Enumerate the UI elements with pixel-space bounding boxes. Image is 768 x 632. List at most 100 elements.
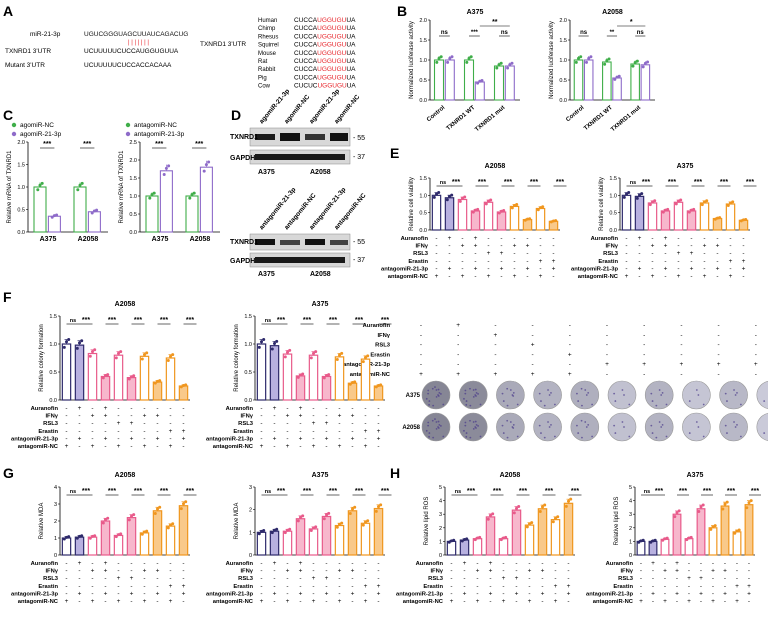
panel-d: agomiR-21-3pagomiR-NCagomiR-21-3pagomiR-… <box>230 88 368 278</box>
treatment-sign: - <box>117 428 119 435</box>
treatment-sign: - <box>643 342 645 349</box>
colony-dot <box>763 432 766 434</box>
treatment-sign: + <box>528 568 532 575</box>
treatment-sign: - <box>664 258 666 265</box>
data-point <box>145 529 149 533</box>
treatment-sign: - <box>117 413 119 420</box>
treatment-sign: + <box>104 568 108 575</box>
bar <box>373 507 384 556</box>
colony-dot <box>442 435 445 438</box>
treatment-sign: + <box>663 598 667 605</box>
colony-well <box>421 380 451 410</box>
colony-dot <box>469 419 471 422</box>
bar <box>308 354 319 401</box>
treatment-sign: + <box>567 583 571 590</box>
treatment-sign: - <box>532 361 534 368</box>
y-tick-label: 0.5 <box>17 208 25 214</box>
data-point <box>538 510 542 514</box>
treatment-sign: + <box>156 568 160 575</box>
colony-dot <box>438 391 441 394</box>
data-point <box>262 338 266 342</box>
treatment-sign: - <box>712 575 714 582</box>
colony-dot <box>587 391 590 394</box>
data-point <box>635 59 639 63</box>
panel-label-h: H <box>390 465 400 481</box>
data-point <box>140 357 144 361</box>
species-seq-prefix: CUCCA <box>294 25 318 32</box>
treatment-sign: + <box>723 568 727 575</box>
treatment-sign: - <box>716 273 718 280</box>
data-point <box>257 532 261 536</box>
treatment-sign: - <box>91 590 93 597</box>
colony-well <box>644 380 674 410</box>
treatment-sign: - <box>420 351 422 358</box>
significance-label: *** <box>751 488 759 495</box>
colony-dot <box>547 389 549 391</box>
treatment-sign: - <box>712 583 714 590</box>
treatment-sign: - <box>554 575 556 582</box>
data-point <box>312 351 315 355</box>
treatment-sign: + <box>143 443 147 450</box>
significance-label: *** <box>82 488 90 495</box>
bar <box>504 65 515 101</box>
data-point <box>188 196 192 200</box>
data-point <box>106 516 110 520</box>
treatment-sign: - <box>143 583 145 590</box>
colony-dot <box>435 396 438 398</box>
treatment-sign: - <box>364 413 366 420</box>
data-point <box>635 196 639 200</box>
data-point <box>450 55 454 59</box>
treatment-sign: - <box>104 428 106 435</box>
colony-well <box>607 380 637 410</box>
treatment-sign: + <box>312 420 316 427</box>
treatment-sign: - <box>65 435 67 442</box>
colony-dot <box>434 418 436 420</box>
treatment-sign: - <box>528 590 530 597</box>
chart-title: A2058 <box>485 163 506 170</box>
data-point <box>499 538 503 542</box>
colony-dot <box>475 391 478 394</box>
treatment-sign: + <box>104 560 108 567</box>
bar <box>282 530 293 556</box>
treatment-label: Auranofin <box>401 236 429 242</box>
colony-dot <box>726 432 728 434</box>
y-tick-label: 5 <box>439 485 442 491</box>
data-point <box>737 528 741 532</box>
treatment-sign: - <box>312 405 314 412</box>
treatment-sign: - <box>539 265 541 272</box>
treatment-sign: + <box>104 590 108 597</box>
data-point <box>448 56 452 60</box>
mutant-label: Mutant 3'UTR <box>5 62 45 69</box>
colony-dot <box>547 421 549 423</box>
treatment-sign: - <box>461 265 463 272</box>
treatment-sign: - <box>625 243 627 250</box>
data-point <box>502 209 506 213</box>
treatment-sign: + <box>260 598 264 605</box>
colony-dot <box>613 424 616 427</box>
treatment-sign: + <box>567 590 571 597</box>
treatment-sign: - <box>690 235 692 242</box>
data-point <box>445 198 449 202</box>
y-tick-label: 0.0 <box>559 98 567 104</box>
treatment-sign: - <box>104 420 106 427</box>
band <box>305 239 325 245</box>
bar <box>485 516 496 556</box>
data-point <box>648 203 652 207</box>
treatment-label: Erastin <box>598 259 618 265</box>
data-point <box>504 535 508 539</box>
treatment-sign: - <box>130 443 132 450</box>
mw-37-bottom: - 37 <box>353 257 365 264</box>
y-tick-label: 1.5 <box>419 176 427 182</box>
colony-dot <box>435 421 438 423</box>
treatment-sign: + <box>461 273 465 280</box>
colony-dot <box>628 403 631 406</box>
data-point <box>184 500 188 504</box>
y-tick-label: 4 <box>54 485 57 491</box>
treatment-sign: + <box>325 435 329 442</box>
treatment-sign: - <box>677 243 679 250</box>
bar <box>100 520 111 556</box>
treatment-sign: - <box>651 235 653 242</box>
treatment-sign: - <box>286 420 288 427</box>
data-point <box>361 360 365 364</box>
significance-label: *** <box>108 317 116 324</box>
